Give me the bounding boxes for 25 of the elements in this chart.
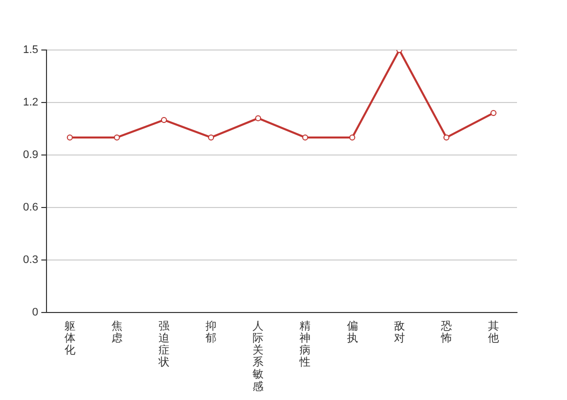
y-tick-label: 0.3 (22, 254, 38, 266)
x-tick-label: 其他 (488, 319, 499, 344)
y-tick-label: 0.9 (22, 148, 38, 161)
point (160, 116, 167, 123)
point (302, 134, 308, 140)
x-tick-label: 强迫症状 (157, 319, 170, 369)
point (114, 134, 120, 140)
x-tick-label: 人际关系敏感 (252, 319, 264, 393)
x-tick-label: 偏执 (346, 319, 358, 344)
x-tick-label: 焦虑 (111, 319, 122, 344)
point (349, 134, 356, 140)
x-tick-label: 精神病性 (298, 319, 311, 369)
point (443, 134, 450, 140)
point (208, 134, 214, 140)
point (490, 110, 496, 116)
y-tick-label: 0 (32, 306, 38, 318)
x-tick-label: 抑郁 (206, 319, 217, 344)
x-tick-label: 躯体化 (64, 319, 76, 357)
y-tick-label: 1.2 (22, 96, 38, 109)
x-tick-label: 恐怖 (440, 319, 452, 344)
x-tick-label: 敌对 (394, 319, 405, 344)
point (255, 115, 262, 122)
point (66, 134, 73, 140)
y-tick-label: 1.5 (22, 44, 38, 56)
y-tick-label: 0.6 (22, 201, 38, 214)
